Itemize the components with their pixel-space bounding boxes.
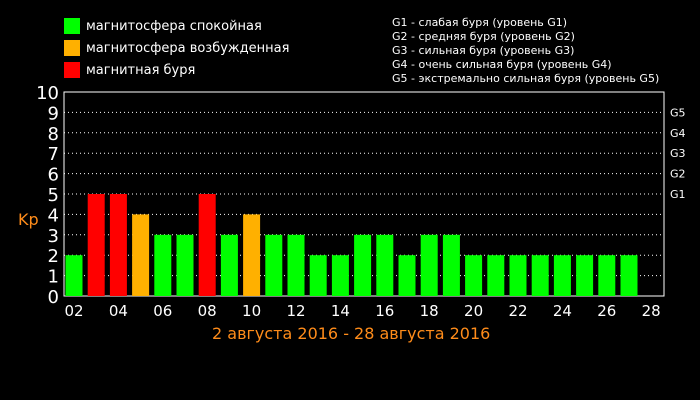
g-level-g1: G1 - слабая буря (уровень G1) (392, 16, 568, 29)
bar (243, 214, 261, 296)
bar (398, 255, 416, 296)
bar (576, 255, 594, 296)
y-tick-label: 2 (48, 246, 59, 267)
bar (465, 255, 483, 296)
y-tick-label: 9 (48, 103, 59, 124)
bar (442, 234, 460, 296)
legend-item-active: магнитосфера возбужденная (64, 40, 289, 56)
right-tick-label: G2 (670, 168, 686, 181)
bar (331, 255, 349, 296)
bar (531, 255, 549, 296)
y-axis-label: Kp (18, 210, 39, 229)
y-tick-label: 4 (48, 205, 59, 226)
x-tick-label: 06 (153, 302, 172, 320)
x-tick-label: 18 (420, 302, 439, 320)
x-tick-label: 20 (464, 302, 483, 320)
x-tick-label: 22 (508, 302, 527, 320)
x-tick-label: 28 (642, 302, 661, 320)
bar (65, 255, 83, 296)
g-level-g5: G5 - экстремально сильная буря (уровень … (392, 72, 660, 85)
bar (354, 234, 372, 296)
bar (87, 194, 105, 296)
date-range-label: 2 августа 2016 - 28 августа 2016 (212, 324, 491, 343)
x-tick-label: 10 (242, 302, 261, 320)
bar (487, 255, 505, 296)
bar (598, 255, 616, 296)
y-tick-label: 7 (48, 144, 59, 165)
g-level-g4: G4 - очень сильная буря (уровень G4) (392, 58, 612, 71)
bar (509, 255, 527, 296)
y-tick-label: 10 (36, 83, 59, 104)
y-tick-label: 0 (48, 287, 59, 308)
bar (553, 255, 571, 296)
right-tick-label: G1 (670, 188, 686, 201)
bar (198, 194, 216, 296)
g-level-legend: G1 - слабая буря (уровень G1) G2 - средн… (392, 16, 659, 86)
legend-label-quiet: магнитосфера спокойная (86, 18, 262, 34)
bar (620, 255, 638, 296)
bar (109, 194, 127, 296)
y-tick-label: 6 (48, 165, 59, 186)
bar (132, 214, 150, 296)
x-tick-label: 02 (64, 302, 83, 320)
y-tick-label: 8 (48, 124, 59, 145)
x-tick-label: 08 (198, 302, 217, 320)
y-tick-label: 5 (48, 185, 59, 206)
right-tick-label: G3 (670, 147, 686, 160)
x-tick-label: 26 (597, 302, 616, 320)
bar (309, 255, 327, 296)
g-level-g3: G3 - сильная буря (уровень G3) (392, 44, 575, 57)
bar (154, 234, 172, 296)
bar (376, 234, 394, 296)
right-tick-label: G5 (670, 106, 686, 119)
x-tick-label: 12 (286, 302, 305, 320)
y-tick-label: 1 (48, 267, 59, 288)
legend-swatch-storm (64, 62, 80, 78)
legend-label-storm: магнитная буря (86, 62, 196, 78)
bar (265, 234, 283, 296)
x-tick-label: 24 (553, 302, 572, 320)
legend-swatch-quiet (64, 18, 80, 34)
legend-item-storm: магнитная буря (64, 62, 195, 78)
bar (220, 234, 238, 296)
x-tick-label: 14 (331, 302, 350, 320)
right-tick-label: G4 (670, 127, 686, 140)
x-tick-label: 16 (375, 302, 394, 320)
bar (287, 234, 305, 296)
legend-label-active: магнитосфера возбужденная (86, 40, 290, 56)
legend-item-quiet: магнитосфера спокойная (64, 18, 262, 34)
g-level-g2: G2 - средняя буря (уровень G2) (392, 30, 575, 43)
x-tick-label: 04 (109, 302, 128, 320)
y-tick-label: 3 (48, 226, 59, 247)
legend-swatch-active (64, 40, 80, 56)
bar (176, 234, 194, 296)
bar (420, 234, 438, 296)
